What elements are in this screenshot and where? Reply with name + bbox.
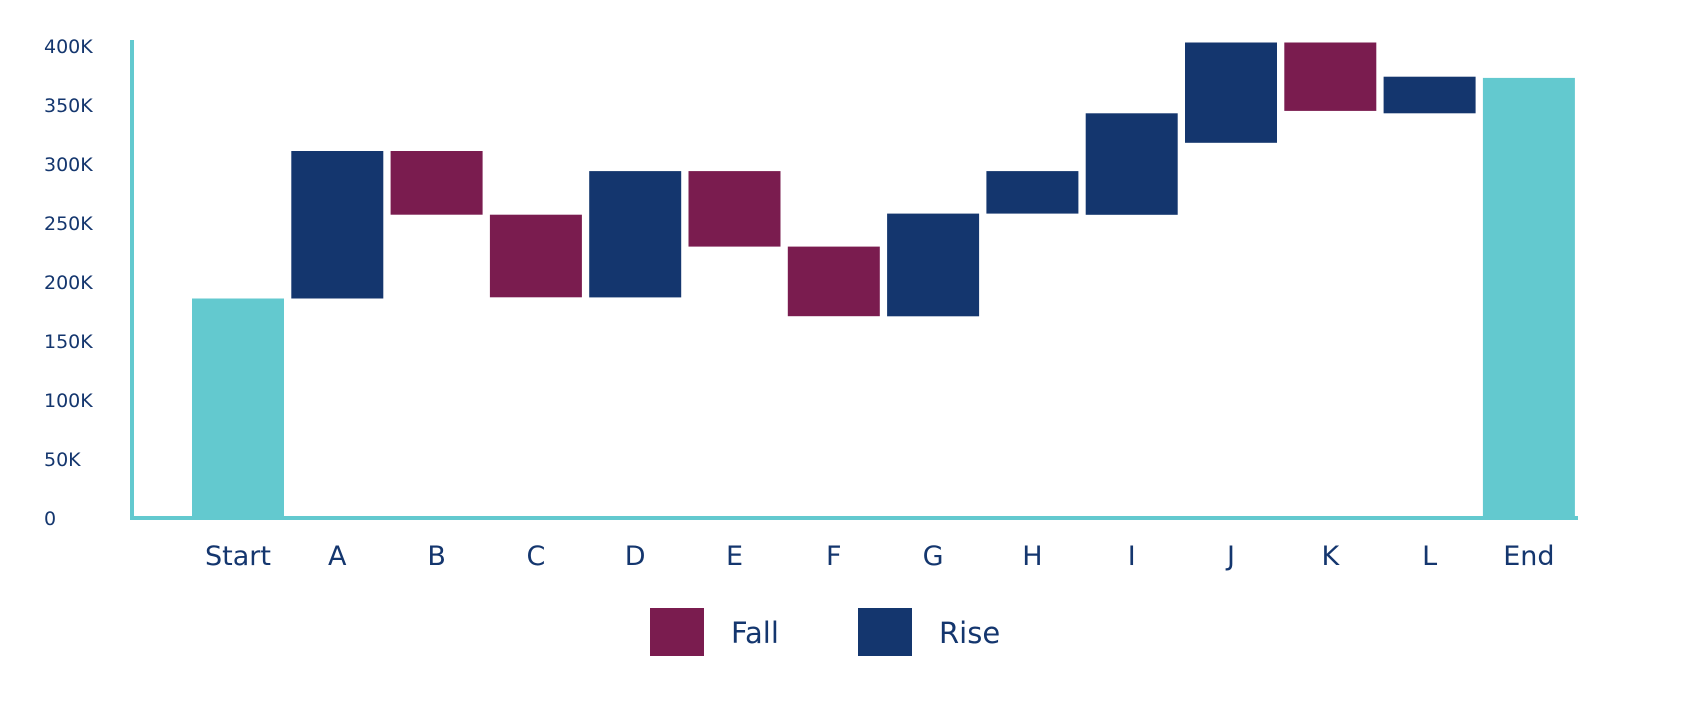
x-category-label: Start <box>205 541 271 572</box>
y-tick-label: 300K <box>44 154 93 176</box>
x-category-label: A <box>328 541 347 572</box>
y-tick-label: 0 <box>44 508 56 530</box>
x-category-label: K <box>1321 541 1340 572</box>
legend-label-rise: Rise <box>939 616 1000 650</box>
bar-c <box>489 214 582 298</box>
bar-e <box>688 171 781 247</box>
y-tick-label: 250K <box>44 213 93 235</box>
bar-f <box>787 246 880 317</box>
legend-swatch-rise <box>858 608 912 656</box>
x-category-label: L <box>1422 541 1437 572</box>
bar-b <box>390 151 483 215</box>
y-tick-label: 200K <box>44 272 93 294</box>
x-category-label: D <box>625 541 646 572</box>
x-category-label: H <box>1022 541 1042 572</box>
legend-label-fall: Fall <box>731 616 779 650</box>
x-category-label: J <box>1225 541 1235 572</box>
bars-layer <box>192 42 1575 519</box>
bar-k <box>1284 42 1377 111</box>
y-axis-tick-labels: 0 50K 100K 150K 200K 250K 300K 350K 400K <box>44 36 93 530</box>
y-tick-label: 150K <box>44 331 93 353</box>
x-category-label: I <box>1128 541 1136 572</box>
x-category-label: B <box>427 541 446 572</box>
axes-layer <box>130 40 1578 520</box>
x-category-label: C <box>526 541 545 572</box>
x-category-label: End <box>1503 541 1554 572</box>
bar-l <box>1383 76 1476 114</box>
y-tick-label: 50K <box>44 449 81 471</box>
bar-j <box>1185 42 1277 143</box>
bar-a <box>291 151 384 299</box>
bar-d <box>589 171 682 298</box>
legend: Fall Rise <box>650 608 1000 656</box>
y-tick-label: 400K <box>44 36 93 58</box>
bar-start <box>192 298 284 518</box>
x-category-label: E <box>726 541 743 572</box>
x-category-label: G <box>923 541 944 572</box>
bar-g <box>887 213 980 317</box>
y-tick-label: 350K <box>44 95 93 117</box>
bar-h <box>986 171 1079 214</box>
y-tick-label: 100K <box>44 390 93 412</box>
x-category-label: F <box>826 541 842 572</box>
x-axis-category-labels: Start A B C D E F G H I J K L End <box>205 541 1555 572</box>
bar-i <box>1085 113 1178 215</box>
legend-swatch-fall <box>650 608 704 656</box>
bar-end <box>1482 77 1575 519</box>
